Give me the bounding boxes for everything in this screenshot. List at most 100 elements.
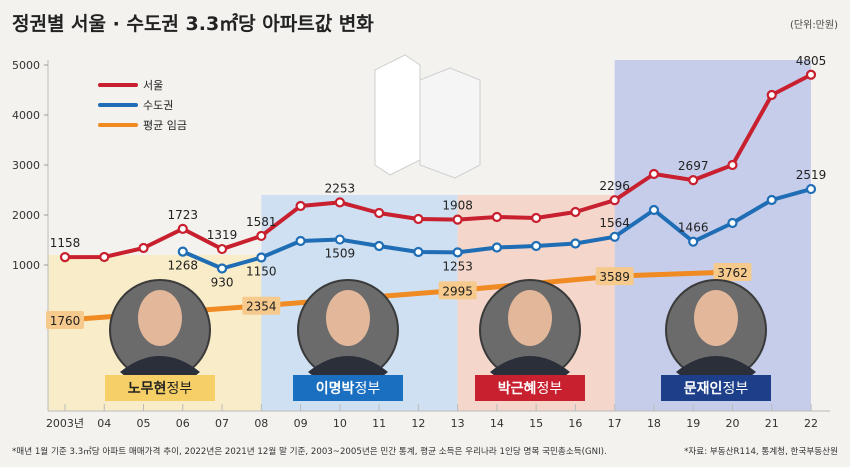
seoul-data-label: 1319	[207, 228, 238, 242]
wage-data-label: 2995	[442, 284, 473, 298]
x-tick-label: 16	[568, 417, 582, 430]
wage-data-label: 3589	[599, 270, 630, 284]
capital-area-data-label: 1509	[325, 247, 356, 261]
era-president-name: 이명박	[316, 380, 355, 397]
seoul-point	[570, 206, 581, 218]
capital-area-point	[413, 246, 424, 258]
era-label: 문재인정부	[684, 380, 749, 397]
portrait-suit	[308, 356, 388, 380]
seoul-point	[688, 175, 699, 186]
x-tick-label: 14	[490, 417, 504, 430]
x-tick-label: 11	[372, 417, 386, 430]
capital-area-data-label: 930	[211, 276, 234, 290]
x-tick-label: 22	[804, 417, 818, 430]
era-president-name: 박근혜	[498, 380, 537, 397]
capital-area-point	[256, 252, 267, 263]
seoul-point	[491, 211, 502, 223]
capital-area-point	[452, 247, 463, 258]
era-label: 노무현정부	[128, 381, 193, 397]
era-suffix: 정부	[354, 381, 380, 397]
seoul-point	[334, 197, 345, 208]
capital-area-data-label: 1253	[442, 259, 473, 273]
x-tick-label: 17	[608, 417, 622, 430]
x-tick-label: 18	[647, 417, 661, 430]
era-president-name: 노무현	[128, 381, 167, 397]
wage-label-bg	[438, 281, 477, 300]
capital-area-point	[805, 183, 817, 195]
wage-label-bg	[242, 296, 281, 315]
seoul-point	[648, 168, 660, 180]
footnote-right: *자료: 부동산R114, 통계청, 한국부동산원	[684, 445, 838, 457]
era-label: 이명박정부	[316, 380, 381, 397]
seoul-data-label: 1158	[50, 236, 81, 250]
seoul-point	[766, 89, 777, 101]
legend-label: 평균 임금	[143, 119, 187, 132]
portrait-face	[508, 290, 552, 346]
seoul-data-label: 2253	[325, 181, 356, 195]
capital-area-point	[688, 236, 699, 247]
x-tick-label: 12	[411, 417, 425, 430]
x-tick-label: 09	[294, 417, 308, 430]
seoul-data-label: 1581	[246, 215, 277, 229]
wage-label-bg	[713, 262, 752, 281]
y-tick-label: 2000	[12, 209, 40, 222]
seoul-point	[99, 251, 110, 263]
capital-area-point	[216, 263, 228, 274]
y-tick-label: 4000	[12, 109, 40, 122]
seoul-data-label: 4805	[796, 54, 827, 68]
seoul-data-label: 2697	[678, 159, 709, 173]
footnote-left: *매년 1월 기준 3.3㎡당 아파트 매매가격 추이, 2022년은 2021…	[12, 445, 607, 457]
capital-area-point	[570, 238, 581, 249]
seoul-point	[138, 242, 149, 254]
era-suffix: 정부	[536, 381, 562, 397]
y-tick-label: 3000	[12, 159, 40, 172]
era-label-box-2	[475, 375, 585, 401]
portrait-face	[138, 290, 182, 346]
y-tick-label: 5000	[12, 59, 40, 72]
x-tick-label: 06	[176, 417, 190, 430]
era-president-name: 문재인	[684, 380, 723, 397]
seoul-point	[531, 212, 542, 224]
capital-area-data-label: 2519	[796, 168, 827, 182]
seoul-point	[805, 69, 817, 80]
y-tick-label: 1000	[12, 259, 40, 272]
seoul-point	[177, 223, 188, 234]
capital-area-point	[609, 231, 620, 242]
portrait-suit	[676, 356, 756, 380]
era-label-box-1	[293, 375, 403, 401]
x-tick-label: 08	[254, 417, 268, 430]
wage-data-label: 2354	[246, 300, 277, 314]
era-suffix: 정부	[166, 381, 192, 397]
capital-area-point	[334, 234, 345, 245]
seoul-point	[374, 207, 385, 219]
capital-area-data-label: 1150	[246, 265, 277, 279]
seoul-line	[64, 72, 812, 260]
seoul-point	[295, 200, 306, 212]
seoul-data-label: 1723	[168, 208, 199, 222]
seoul-point	[256, 230, 267, 242]
x-tick-label: 19	[686, 417, 700, 430]
seoul-point	[216, 243, 228, 255]
wage-label-bg	[595, 267, 634, 286]
capital-area-data-label: 1466	[678, 221, 709, 235]
x-tick-label: 05	[137, 417, 151, 430]
seoul-point	[59, 252, 71, 263]
legend-label: 서울	[143, 79, 163, 92]
capital-area-point	[295, 235, 306, 247]
capital-area-point	[491, 242, 502, 253]
era-label-box-0	[105, 375, 215, 401]
x-tick-label: 10	[333, 417, 347, 430]
capital-area-data-label: 1564	[599, 216, 630, 230]
wage-data-label: 3762	[717, 266, 748, 280]
era-label: 박근혜정부	[498, 380, 563, 397]
capital-area-point	[177, 246, 188, 257]
seoul-point	[609, 195, 620, 206]
portrait-suit	[490, 356, 570, 380]
x-tick-label: 2003년	[46, 417, 84, 430]
era-label-box-3	[661, 375, 771, 401]
seoul-point	[727, 159, 738, 171]
unit-label: (단위:만원)	[790, 18, 838, 31]
wage-data-label: 1760	[50, 314, 81, 328]
x-tick-label: 20	[725, 417, 739, 430]
